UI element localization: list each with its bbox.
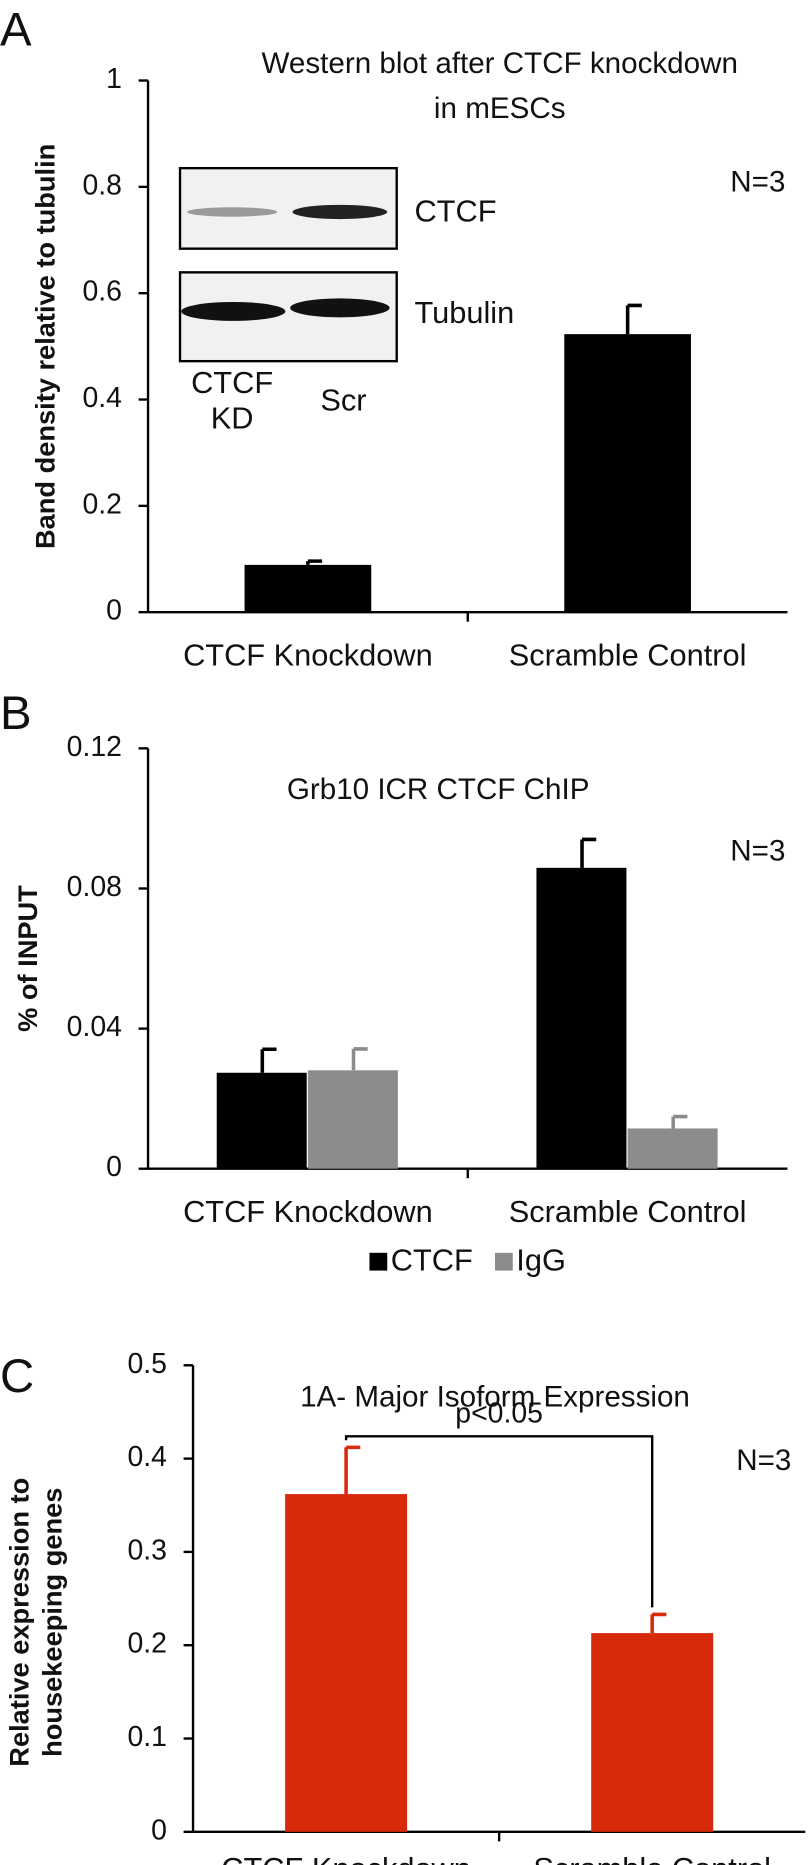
panel-label: B — [0, 687, 32, 740]
y-tick-label: 0.5 — [127, 1348, 167, 1380]
error-bar — [625, 303, 642, 335]
annotation: N=3 — [730, 834, 785, 867]
error-bar — [650, 1612, 667, 1634]
legend-swatch — [494, 1252, 513, 1271]
y-tick-label: 0 — [106, 595, 122, 627]
y-tick-label: 0.8 — [82, 169, 122, 201]
panel-label: C — [0, 1350, 34, 1403]
bar — [536, 867, 627, 1169]
chart-title: in mESCs — [434, 92, 566, 125]
x-tick-label: Scramble Control — [509, 637, 747, 672]
lane-label: KD — [211, 400, 254, 435]
y-tick-label: 0.2 — [127, 1628, 167, 1660]
bar — [285, 1494, 408, 1832]
error-bar — [344, 1445, 361, 1495]
error-bar — [580, 837, 597, 868]
bar — [627, 1128, 718, 1169]
y-axis-label: Band density relative to tubulin — [30, 144, 61, 549]
y-tick-label: 0.12 — [67, 731, 122, 763]
x-tick-label: CTCF Knockdown — [183, 1194, 433, 1229]
y-axis-label: housekeeping genes — [37, 1488, 68, 1757]
chart-title: Grb10 ICR CTCF ChIP — [287, 773, 590, 806]
error-bar — [351, 1047, 368, 1071]
chart-title: 1A- Major Isoform Expression — [300, 1380, 690, 1413]
bar — [307, 1070, 398, 1169]
y-axis-label: % of INPUT — [12, 885, 43, 1032]
bar — [244, 564, 372, 613]
error-bar — [260, 1047, 277, 1073]
y-tick-label: 1 — [106, 63, 122, 95]
y-tick-label: 0.1 — [127, 1721, 167, 1753]
error-bar — [671, 1114, 688, 1129]
x-tick-label: Scramble Control — [509, 1194, 747, 1229]
x-tick-label: CTCF Knockdown — [183, 637, 433, 672]
bar — [564, 334, 691, 613]
significance-label: p<0.05 — [455, 1398, 543, 1430]
legend-swatch — [369, 1252, 388, 1271]
western-blot-inset: CTCF Tubulin CTCF KD Scr — [178, 166, 514, 435]
annotation: N=3 — [736, 1444, 791, 1477]
band — [290, 298, 390, 318]
y-tick-label: 0.6 — [82, 276, 122, 308]
y-tick-label: 0.2 — [82, 488, 122, 520]
y-tick-label: 0.3 — [127, 1534, 167, 1566]
lane-label: Scr — [320, 383, 366, 418]
y-tick-label: 0.04 — [67, 1011, 122, 1043]
x-tick-label: CTCF Knockdown — [221, 1851, 471, 1865]
y-tick-label: 0.4 — [82, 382, 122, 414]
y-tick-label: 0 — [151, 1814, 167, 1846]
x-tick-label: Scramble Control — [533, 1851, 771, 1865]
bar — [216, 1072, 307, 1169]
error-bar — [306, 559, 323, 565]
chart-title: Western blot after CTCF knockdown — [262, 47, 738, 80]
bar — [591, 1633, 714, 1832]
significance-bracket — [344, 1435, 654, 1608]
legend-label: IgG — [516, 1242, 566, 1277]
blot-label: Tubulin — [414, 295, 514, 330]
blot-label: CTCF — [414, 193, 496, 228]
panel-label: A — [0, 4, 32, 57]
band — [187, 207, 278, 217]
y-tick-label: 0 — [106, 1151, 122, 1183]
lane-label: CTCF — [191, 365, 273, 400]
legend-label: CTCF — [391, 1242, 473, 1277]
y-tick-label: 0.08 — [67, 871, 122, 903]
annotation: N=3 — [730, 165, 785, 198]
y-axis-label: Relative expression to — [4, 1478, 35, 1767]
y-tick-label: 0.4 — [127, 1441, 167, 1473]
band — [181, 301, 286, 321]
band — [292, 204, 388, 220]
